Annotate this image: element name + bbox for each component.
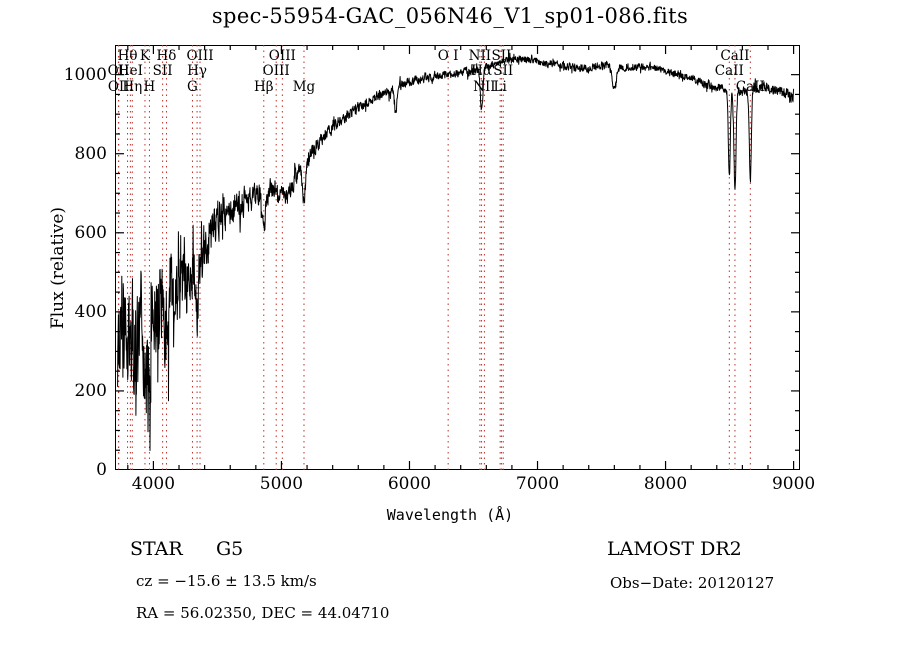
axis-ticks bbox=[115, 45, 800, 470]
line-label-OII: OII bbox=[107, 63, 130, 79]
line-label-SII: SII bbox=[152, 63, 173, 79]
x-axis-title: Wavelength (Å) bbox=[386, 506, 514, 524]
line-label-H: Hθ bbox=[117, 48, 138, 64]
y-tick-1000: 1000 bbox=[63, 64, 107, 85]
line-label-G: G bbox=[187, 79, 198, 95]
line-label-H: Hβ bbox=[253, 79, 274, 95]
coordinates-label: RA = 56.02350, DEC = 44.04710 bbox=[136, 604, 390, 622]
object-type-label: STAR bbox=[130, 538, 183, 560]
x-tick-8000: 8000 bbox=[643, 474, 688, 494]
obs-date-label: Obs−Date: 20120127 bbox=[610, 574, 775, 592]
line-label-NII: NII bbox=[468, 48, 492, 64]
spectral-line-labels: Hθ K Hδ OIII OIII O I NII SII CaII OII HeI SII Hγ OII… bbox=[0, 0, 900, 120]
y-tick-400: 400 bbox=[74, 301, 107, 322]
x-axis-tick-labels: 4000 5000 6000 7000 8000 9000 bbox=[0, 474, 900, 504]
line-label-CaII: CaII bbox=[720, 48, 750, 64]
spectrum-canvas bbox=[115, 45, 800, 470]
line-label-OII: OII bbox=[107, 79, 130, 95]
line-label-OIII: OIII bbox=[262, 63, 290, 79]
line-label-OI: O I bbox=[437, 48, 459, 64]
line-label-CaII: CaII bbox=[714, 63, 744, 79]
line-label-H: Hγ bbox=[187, 63, 207, 79]
y-tick-0: 0 bbox=[96, 460, 107, 480]
x-tick-9000: 9000 bbox=[771, 474, 816, 494]
line-label-OIII: OIII bbox=[186, 48, 214, 64]
line-label-H: Hα bbox=[471, 63, 493, 79]
y-tick-600: 600 bbox=[74, 222, 107, 243]
spectrum-trace bbox=[117, 52, 795, 451]
redshift-velocity-label: cz = −15.6 ± 13.5 km/s bbox=[136, 572, 317, 590]
page-title: spec-55954-GAC_056N46_V1_sp01-086.fits bbox=[211, 4, 689, 28]
line-label-H: H bbox=[143, 79, 156, 95]
x-tick-4000: 4000 bbox=[131, 474, 176, 494]
plot-frame bbox=[115, 45, 800, 470]
line-label-SII: SII bbox=[491, 48, 512, 64]
line-label-Mg: Mg bbox=[292, 79, 316, 95]
line-label-K: K bbox=[139, 48, 150, 64]
y-tick-200: 200 bbox=[74, 380, 107, 401]
line-label-OIII: OIII bbox=[268, 48, 296, 64]
x-tick-6000: 6000 bbox=[387, 474, 432, 494]
spectral-class-label: G5 bbox=[216, 538, 244, 560]
line-label-CaII: CaII bbox=[735, 79, 765, 95]
x-tick-7000: 7000 bbox=[515, 474, 560, 494]
survey-label: LAMOST DR2 bbox=[607, 538, 742, 560]
line-label-NII: NII bbox=[473, 79, 496, 95]
y-axis-tick-labels: 0 200 400 600 800 1000 bbox=[0, 0, 115, 480]
line-label-HeI: HeI bbox=[117, 63, 143, 79]
line-label-SII: SII bbox=[493, 63, 514, 79]
x-tick-5000: 5000 bbox=[259, 474, 304, 494]
line-label-Li: Li bbox=[493, 79, 507, 95]
y-tick-800: 800 bbox=[74, 143, 107, 164]
line-label-H: Hη bbox=[122, 79, 143, 95]
line-label-H: Hδ bbox=[156, 48, 177, 64]
